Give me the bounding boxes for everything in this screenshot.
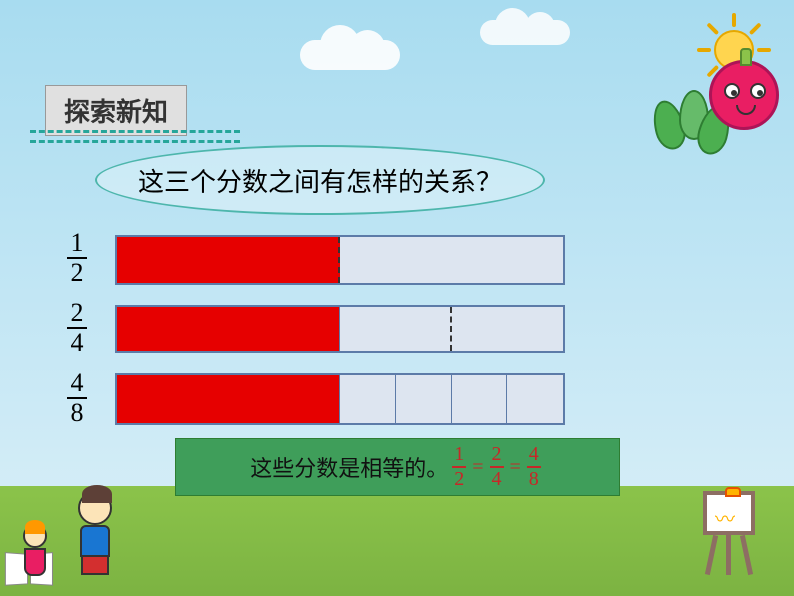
question-bubble: 这三个分数之间有怎样的关系？ (95, 145, 545, 215)
equation-fraction: 4 8 (527, 443, 541, 491)
title-underline (30, 130, 240, 133)
equals-sign: = (472, 456, 483, 479)
eq-den: 4 (492, 468, 502, 491)
bar-cell (117, 237, 340, 283)
bar-cell (452, 307, 564, 351)
denominator: 2 (71, 260, 84, 286)
fraction-label-2: 2 4 (62, 300, 92, 356)
eq-num: 1 (454, 443, 464, 466)
eq-den: 8 (529, 468, 539, 491)
bar-cell (117, 375, 340, 423)
eq-den: 2 (454, 468, 464, 491)
cloud-decoration (300, 40, 400, 70)
conclusion-text: 这些分数是相等的。 (250, 451, 448, 483)
fruit-character (709, 60, 779, 130)
boy-character (65, 491, 125, 581)
title-underline (30, 140, 240, 143)
equals-sign: = (510, 456, 521, 479)
eq-num: 4 (529, 443, 539, 466)
numerator: 4 (71, 370, 84, 396)
bar-cell (340, 375, 396, 423)
bar-cell (340, 237, 563, 283)
easel-decoration: 〰 (694, 491, 764, 581)
fraction-label-1: 1 2 (62, 230, 92, 286)
bar-cell (396, 375, 452, 423)
bar-cell (452, 375, 508, 423)
conclusion-box: 这些分数是相等的。 1 2 = 2 4 = 4 8 (175, 438, 620, 496)
fraction-label-3: 4 8 (62, 370, 92, 426)
girl-character (15, 524, 55, 584)
cloud-decoration (480, 20, 570, 45)
numerator: 1 (71, 230, 84, 256)
question-text: 这三个分数之间有怎样的关系？ (138, 162, 502, 199)
equation-fraction: 2 4 (490, 443, 504, 491)
eq-num: 2 (492, 443, 502, 466)
equation-fraction: 1 2 (452, 443, 466, 491)
fraction-bar-2 (115, 305, 565, 353)
bar-cell (117, 307, 340, 351)
numerator: 2 (71, 300, 84, 326)
bar-cell (340, 307, 452, 351)
fraction-bar-1 (115, 235, 565, 285)
denominator: 4 (71, 330, 84, 356)
denominator: 8 (71, 400, 84, 426)
fraction-bar-3 (115, 373, 565, 425)
bar-cell (507, 375, 563, 423)
section-title: 探索新知 (45, 85, 187, 136)
